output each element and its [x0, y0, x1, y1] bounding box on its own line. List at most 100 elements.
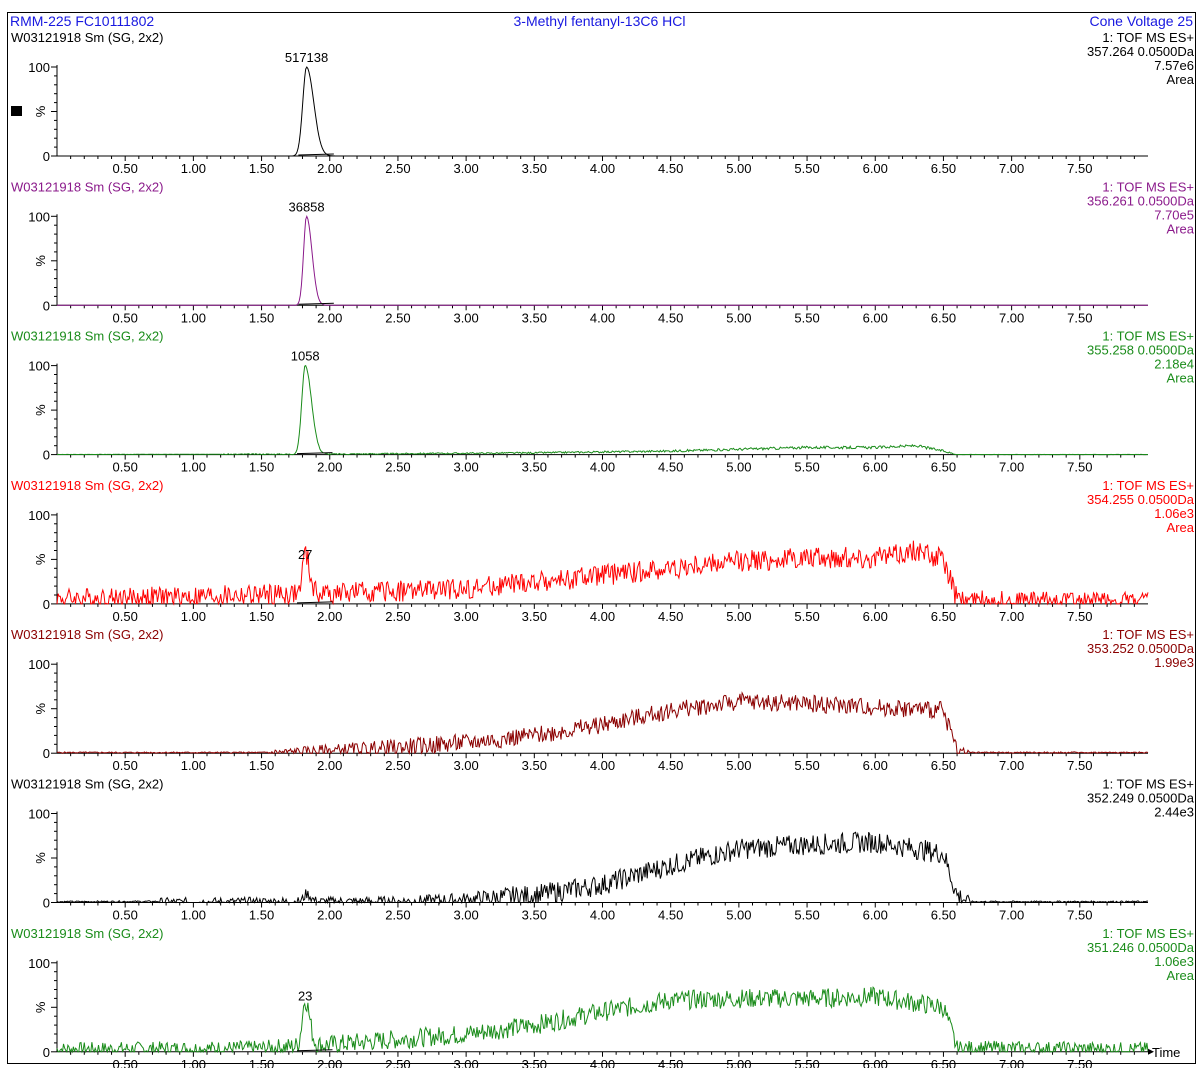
x-tick-label: 4.50 — [658, 161, 683, 176]
trace-info-mass: 357.264 0.0500Da — [1087, 44, 1195, 59]
x-tick-label: 0.50 — [113, 908, 138, 923]
chromatogram-panel-5: W03121918 Sm (SG, 2x2) 1: TOF MS ES+353.2… — [11, 627, 1195, 773]
y-tick-label-100: 100 — [28, 807, 50, 822]
y-axis-label: % — [33, 404, 48, 416]
trace-info-function: 1: TOF MS ES+ — [1102, 627, 1194, 642]
trace-info-area: Area — [1167, 968, 1195, 983]
x-tick-label: 1.00 — [181, 758, 206, 773]
x-tick-label: 1.50 — [249, 161, 274, 176]
y-tick-label-0: 0 — [43, 746, 50, 761]
x-tick-label: 4.00 — [590, 908, 615, 923]
y-tick-label-100: 100 — [28, 209, 50, 224]
x-tick-label: 7.00 — [999, 1057, 1024, 1068]
trace-line — [57, 66, 1148, 157]
x-tick-label: 6.50 — [931, 310, 956, 325]
x-tick-label: 1.50 — [249, 908, 274, 923]
x-tick-label: 5.50 — [794, 908, 819, 923]
trace-info-intensity: 7.70e5 — [1154, 207, 1194, 222]
x-tick-label: 1.00 — [181, 908, 206, 923]
x-tick-label: 4.00 — [590, 161, 615, 176]
x-tick-label: 0.50 — [113, 758, 138, 773]
trace-info-mass: 351.246 0.0500Da — [1087, 940, 1195, 955]
integration-baseline — [297, 1049, 333, 1052]
cone-voltage-label: Cone Voltage 25 — [1089, 13, 1193, 29]
trace-info-function: 1: TOF MS ES+ — [1102, 478, 1194, 493]
x-tick-label: 7.50 — [1067, 609, 1092, 624]
x-tick-label: 1.50 — [249, 609, 274, 624]
x-tick-label: 3.00 — [453, 609, 478, 624]
trace-line — [56, 540, 1149, 606]
x-tick-label: 7.00 — [999, 460, 1024, 475]
trace-info-intensity: 1.99e3 — [1154, 655, 1194, 670]
x-axis-arrow-icon — [1148, 1048, 1154, 1055]
trace-info-intensity: 2.44e3 — [1154, 805, 1194, 820]
x-tick-label: 1.50 — [249, 758, 274, 773]
x-tick-label: 1.00 — [181, 161, 206, 176]
chromatogram-panel-7: W03121918 Sm (SG, 2x2) 1: TOF MS ES+351.2… — [11, 926, 1195, 1068]
trace-sample-label: W03121918 Sm (SG, 2x2) — [11, 179, 163, 194]
chromatogram-panel-2: W03121918 Sm (SG, 2x2) 1: TOF MS ES+356.2… — [11, 179, 1195, 325]
trace-info-mass: 352.249 0.0500Da — [1087, 791, 1195, 806]
trace-info-area: Area — [1167, 72, 1195, 87]
trace-sample-label: W03121918 Sm (SG, 2x2) — [11, 926, 163, 941]
x-tick-label: 2.50 — [385, 460, 410, 475]
x-tick-label: 4.50 — [658, 310, 683, 325]
x-tick-label: 7.00 — [999, 758, 1024, 773]
x-tick-label: 2.00 — [317, 1057, 342, 1068]
x-tick-label: 3.50 — [522, 460, 547, 475]
trace-sample-label: W03121918 Sm (SG, 2x2) — [11, 478, 163, 493]
x-tick-label: 2.50 — [385, 758, 410, 773]
x-tick-label: 6.50 — [931, 1057, 956, 1068]
x-tick-label: 4.50 — [658, 908, 683, 923]
selection-marker-icon — [11, 106, 22, 116]
sample-header: RMM-225 FC10111802 — [10, 13, 155, 29]
trace-info-intensity: 1.06e3 — [1154, 506, 1194, 521]
x-tick-label: 4.00 — [590, 609, 615, 624]
trace-info-intensity: 2.18e4 — [1154, 357, 1194, 372]
trace-line — [56, 691, 1149, 755]
x-tick-label: 1.50 — [249, 1057, 274, 1068]
trace-info-function: 1: TOF MS ES+ — [1102, 329, 1194, 344]
x-tick-label: 7.00 — [999, 609, 1024, 624]
x-tick-label: 3.00 — [453, 1057, 478, 1068]
x-tick-label: 6.50 — [931, 908, 956, 923]
x-axis-title: Time — [1152, 1045, 1180, 1060]
x-tick-label: 2.00 — [317, 758, 342, 773]
x-tick-label: 3.50 — [522, 310, 547, 325]
compound-title: 3-Methyl fentanyl-13C6 HCl — [513, 13, 686, 29]
trace-sample-label: W03121918 Sm (SG, 2x2) — [11, 30, 163, 45]
x-tick-label: 0.50 — [113, 1057, 138, 1068]
x-tick-label: 5.00 — [726, 460, 751, 475]
trace-line — [57, 214, 1148, 306]
x-tick-label: 5.00 — [726, 609, 751, 624]
trace-info-mass: 356.261 0.0500Da — [1087, 193, 1195, 208]
x-tick-label: 7.00 — [999, 908, 1024, 923]
y-tick-label-100: 100 — [28, 657, 50, 672]
trace-info-function: 1: TOF MS ES+ — [1102, 179, 1194, 194]
trace-info-mass: 355.258 0.0500Da — [1087, 343, 1195, 358]
y-tick-label-100: 100 — [28, 60, 50, 75]
x-tick-label: 6.00 — [863, 609, 888, 624]
x-tick-label: 4.50 — [658, 609, 683, 624]
y-tick-label-0: 0 — [43, 448, 50, 463]
trace-line — [56, 986, 1149, 1054]
x-tick-label: 4.00 — [590, 758, 615, 773]
x-tick-label: 5.00 — [726, 908, 751, 923]
x-tick-label: 7.00 — [999, 161, 1024, 176]
peak-area-label: 27 — [298, 547, 312, 562]
x-tick-label: 5.50 — [794, 1057, 819, 1068]
x-tick-label: 4.00 — [590, 310, 615, 325]
integration-baseline — [298, 302, 334, 305]
x-tick-label: 2.00 — [317, 460, 342, 475]
x-tick-label: 4.00 — [590, 1057, 615, 1068]
x-tick-label: 3.50 — [522, 908, 547, 923]
peak-area-label: 517138 — [285, 50, 328, 65]
trace-info-area: Area — [1167, 520, 1195, 535]
trace-info-intensity: 7.57e6 — [1154, 58, 1194, 73]
trace-info-area: Area — [1167, 221, 1195, 236]
x-tick-label: 0.50 — [113, 460, 138, 475]
x-tick-label: 4.50 — [658, 460, 683, 475]
x-tick-label: 1.50 — [249, 310, 274, 325]
chromatogram-panel-1: W03121918 Sm (SG, 2x2) 1: TOF MS ES+357.2… — [11, 30, 1195, 176]
